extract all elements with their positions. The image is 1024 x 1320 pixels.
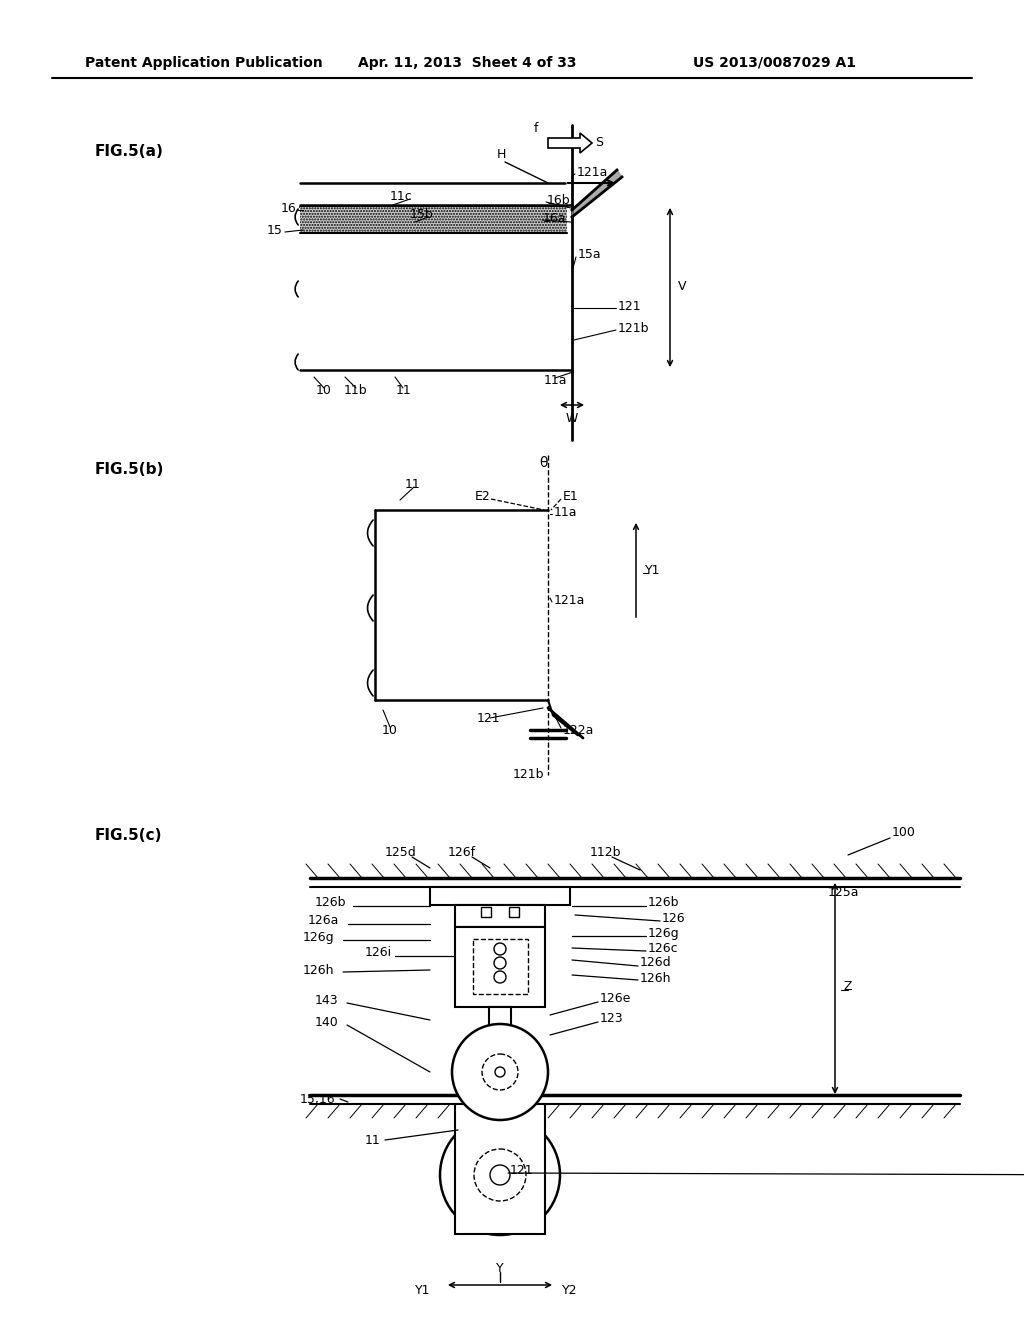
Text: 16a: 16a: [543, 211, 566, 224]
Bar: [481, 907, 490, 917]
Text: 11c: 11c: [390, 190, 413, 202]
Text: 16: 16: [281, 202, 296, 214]
Text: 121: 121: [477, 711, 501, 725]
Circle shape: [452, 1024, 548, 1119]
Text: 15a: 15a: [578, 248, 602, 261]
Text: 126h: 126h: [303, 964, 335, 977]
Bar: [473, 939, 528, 994]
Text: 122a: 122a: [563, 723, 594, 737]
Text: f: f: [534, 121, 539, 135]
Text: 121b: 121b: [512, 768, 544, 781]
Text: 15b: 15b: [410, 209, 434, 222]
Text: 123: 123: [600, 1011, 624, 1024]
Bar: [300, 207, 567, 234]
Bar: [509, 907, 519, 917]
Bar: [489, 1007, 511, 1104]
Text: 126e: 126e: [600, 991, 632, 1005]
Text: 10: 10: [316, 384, 332, 396]
Text: 11b: 11b: [344, 384, 368, 396]
Text: 126g: 126g: [648, 927, 680, 940]
Text: 15: 15: [267, 223, 283, 236]
Text: V: V: [678, 281, 686, 293]
Polygon shape: [548, 133, 592, 153]
Text: θ: θ: [540, 455, 548, 470]
Text: 126i: 126i: [365, 946, 392, 960]
Text: Y1: Y1: [415, 1283, 430, 1296]
Text: 121a: 121a: [577, 165, 608, 178]
Text: FIG.5(b): FIG.5(b): [95, 462, 165, 478]
Bar: [455, 1104, 545, 1234]
Text: E1: E1: [563, 491, 579, 503]
Text: 121a: 121a: [554, 594, 586, 606]
Text: 11: 11: [406, 478, 421, 491]
Text: 143: 143: [315, 994, 339, 1006]
Text: 16b: 16b: [547, 194, 570, 206]
Text: 140: 140: [315, 1015, 339, 1028]
Text: 126g: 126g: [303, 931, 335, 944]
Text: H: H: [497, 149, 507, 161]
Text: Y2: Y2: [562, 1283, 578, 1296]
Text: 11a: 11a: [544, 374, 567, 387]
Text: 126: 126: [662, 912, 686, 924]
Text: 126d: 126d: [640, 957, 672, 969]
Circle shape: [440, 1115, 560, 1236]
Bar: [455, 927, 545, 1007]
Polygon shape: [572, 170, 622, 216]
Text: 11: 11: [396, 384, 412, 396]
Text: 126a: 126a: [308, 915, 339, 928]
Text: Z: Z: [843, 979, 852, 993]
Text: 126b: 126b: [648, 896, 680, 909]
Text: S: S: [595, 136, 603, 149]
Bar: [455, 906, 545, 927]
Text: Y: Y: [497, 1262, 504, 1275]
Text: FIG.5(c): FIG.5(c): [95, 828, 163, 842]
Text: W: W: [566, 412, 579, 425]
Text: 10: 10: [382, 723, 398, 737]
Text: 121: 121: [510, 1163, 534, 1176]
Text: Apr. 11, 2013  Sheet 4 of 33: Apr. 11, 2013 Sheet 4 of 33: [358, 55, 577, 70]
Text: E2: E2: [474, 491, 490, 503]
Text: 126h: 126h: [640, 972, 672, 985]
Text: 126f: 126f: [449, 846, 476, 859]
Text: 11a: 11a: [554, 506, 578, 519]
Text: 126c: 126c: [648, 941, 679, 954]
Text: US 2013/0087029 A1: US 2013/0087029 A1: [693, 55, 856, 70]
Text: FIG.5(a): FIG.5(a): [95, 144, 164, 160]
Text: 126b: 126b: [315, 896, 346, 909]
Text: 11: 11: [365, 1134, 381, 1147]
Text: 121: 121: [618, 301, 642, 314]
Text: 125a: 125a: [828, 887, 859, 899]
Text: 100: 100: [892, 826, 915, 840]
Text: 112b: 112b: [590, 846, 622, 859]
Text: Y1: Y1: [645, 564, 660, 577]
Text: 121b: 121b: [618, 322, 649, 334]
Text: Patent Application Publication: Patent Application Publication: [85, 55, 323, 70]
Text: 15,16: 15,16: [300, 1093, 336, 1106]
Bar: [430, 887, 570, 906]
Text: 125d: 125d: [385, 846, 417, 859]
